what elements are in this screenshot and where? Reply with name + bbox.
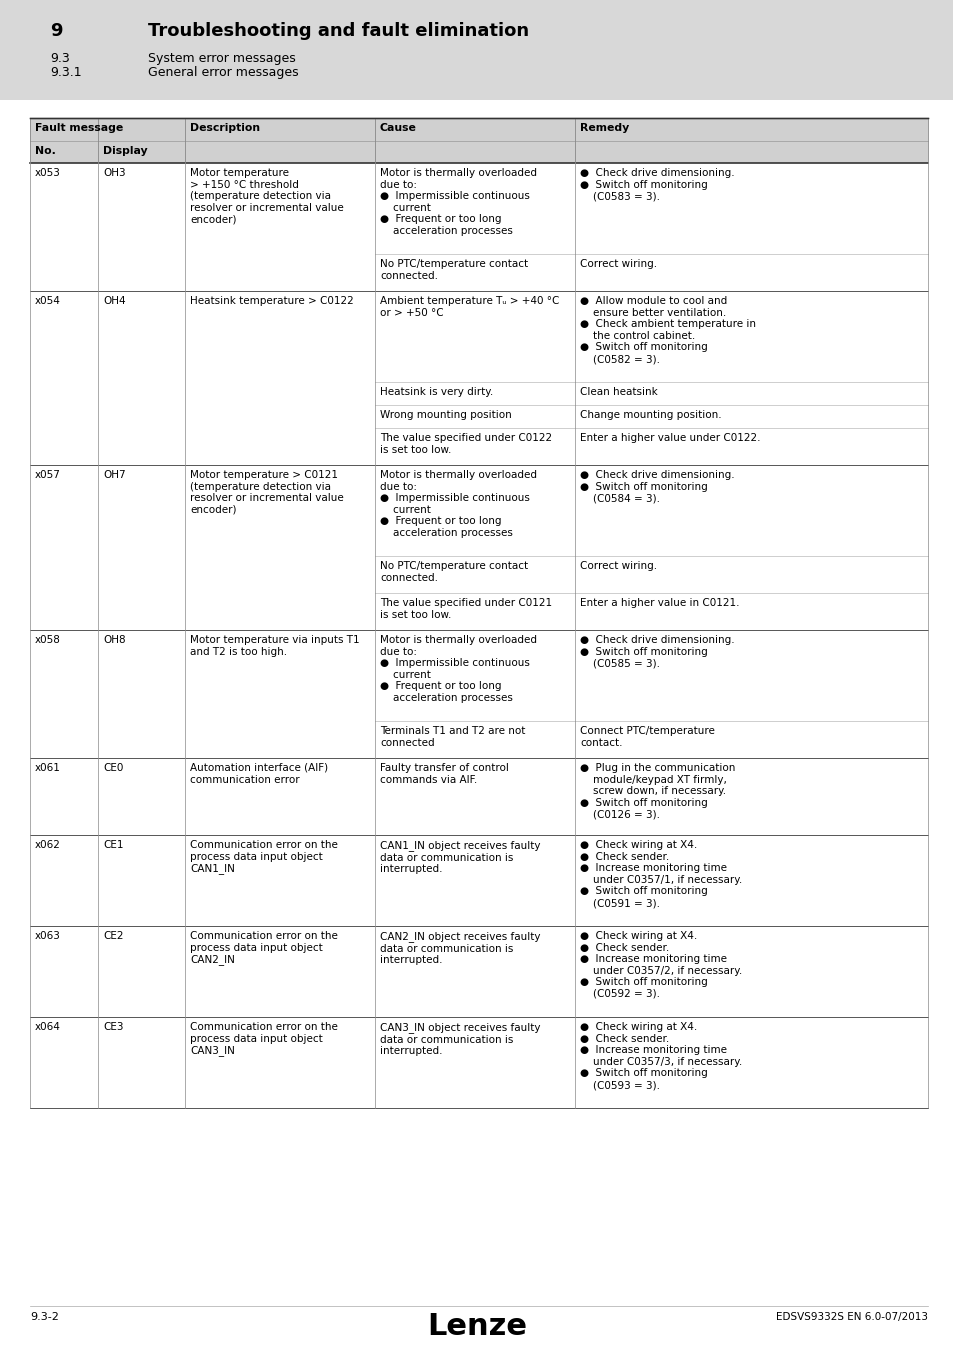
Text: x061: x061	[35, 763, 61, 774]
Bar	[30, 117, 927, 140]
Text: ●  Check wiring at X4.
●  Check sender.
●  Increase monitoring time
    under C0: ● Check wiring at X4. ● Check sender. ● …	[579, 840, 741, 909]
Bar	[0, 0, 953, 100]
Text: No PTC/temperature contact
connected.: No PTC/temperature contact connected.	[379, 259, 528, 281]
Text: Automation interface (AIF)
communication error: Automation interface (AIF) communication…	[190, 763, 328, 784]
Text: 9.3.1: 9.3.1	[50, 66, 82, 80]
Text: Wrong mounting position: Wrong mounting position	[379, 410, 511, 420]
Text: ●  Check wiring at X4.
●  Check sender.
●  Increase monitoring time
    under C0: ● Check wiring at X4. ● Check sender. ● …	[579, 1022, 741, 1089]
Text: ●  Plug in the communication
    module/keypad XT firmly,
    screw down, if nec: ● Plug in the communication module/keypa…	[579, 763, 735, 819]
Text: x054: x054	[35, 296, 61, 306]
Text: x053: x053	[35, 167, 61, 178]
Text: Cause: Cause	[379, 123, 416, 134]
Text: Fault message: Fault message	[35, 123, 123, 134]
Text: CAN3_IN object receives faulty
data or communication is
interrupted.: CAN3_IN object receives faulty data or c…	[379, 1022, 540, 1056]
Text: The value specified under C0122
is set too low.: The value specified under C0122 is set t…	[379, 433, 552, 455]
Text: EDSVS9332S EN 6.0-07/2013: EDSVS9332S EN 6.0-07/2013	[775, 1312, 927, 1322]
Text: Heatsink temperature > C0122: Heatsink temperature > C0122	[190, 296, 354, 306]
Text: No PTC/temperature contact
connected.: No PTC/temperature contact connected.	[379, 562, 528, 583]
Bar	[30, 630, 927, 757]
Text: OH3: OH3	[103, 167, 126, 178]
Text: CE0: CE0	[103, 763, 123, 774]
Text: x057: x057	[35, 470, 61, 481]
Text: OH4: OH4	[103, 296, 126, 306]
Text: Communication error on the
process data input object
CAN3_IN: Communication error on the process data …	[190, 1022, 337, 1056]
Text: CE2: CE2	[103, 931, 123, 941]
Text: Ambient temperature Tᵤ > +40 °C
or > +50 °C: Ambient temperature Tᵤ > +40 °C or > +50…	[379, 296, 558, 317]
Text: Heatsink is very dirty.: Heatsink is very dirty.	[379, 387, 493, 397]
Text: CE1: CE1	[103, 840, 123, 850]
Text: No.: No.	[35, 146, 56, 157]
Text: Troubleshooting and fault elimination: Troubleshooting and fault elimination	[148, 22, 529, 40]
Text: Communication error on the
process data input object
CAN2_IN: Communication error on the process data …	[190, 931, 337, 965]
Text: ●  Check drive dimensioning.
●  Switch off monitoring
    (C0584 = 3).: ● Check drive dimensioning. ● Switch off…	[579, 470, 734, 504]
Text: Motor is thermally overloaded
due to:
●  Impermissible continuous
    current
● : Motor is thermally overloaded due to: ● …	[379, 634, 537, 703]
Text: x058: x058	[35, 634, 61, 645]
Text: Motor is thermally overloaded
due to:
●  Impermissible continuous
    current
● : Motor is thermally overloaded due to: ● …	[379, 167, 537, 236]
Text: Motor temperature
> +150 °C threshold
(temperature detection via
resolver or inc: Motor temperature > +150 °C threshold (t…	[190, 167, 343, 224]
Bar	[30, 926, 927, 1017]
Text: Enter a higher value under C0122.: Enter a higher value under C0122.	[579, 433, 760, 443]
Text: Enter a higher value in C0121.: Enter a higher value in C0121.	[579, 598, 739, 608]
Text: OH7: OH7	[103, 470, 126, 481]
Bar	[30, 757, 927, 836]
Text: Lenze: Lenze	[427, 1312, 526, 1341]
Text: x063: x063	[35, 931, 61, 941]
Bar	[30, 836, 927, 926]
Text: ●  Check wiring at X4.
●  Check sender.
●  Increase monitoring time
    under C0: ● Check wiring at X4. ● Check sender. ● …	[579, 931, 741, 999]
Text: Terminals T1 and T2 are not
connected: Terminals T1 and T2 are not connected	[379, 726, 525, 748]
Text: ●  Allow module to cool and
    ensure better ventilation.
●  Check ambient temp: ● Allow module to cool and ensure better…	[579, 296, 755, 364]
Text: x062: x062	[35, 840, 61, 850]
Text: x064: x064	[35, 1022, 61, 1031]
Text: System error messages: System error messages	[148, 53, 295, 65]
Text: Motor temperature > C0121
(temperature detection via
resolver or incremental val: Motor temperature > C0121 (temperature d…	[190, 470, 343, 514]
Text: ●  Check drive dimensioning.
●  Switch off monitoring
    (C0583 = 3).: ● Check drive dimensioning. ● Switch off…	[579, 167, 734, 201]
Text: CAN1_IN object receives faulty
data or communication is
interrupted.: CAN1_IN object receives faulty data or c…	[379, 840, 540, 873]
Text: Motor temperature via inputs T1
and T2 is too high.: Motor temperature via inputs T1 and T2 i…	[190, 634, 359, 656]
Text: Connect PTC/temperature
contact.: Connect PTC/temperature contact.	[579, 726, 714, 748]
Text: Faulty transfer of control
commands via AIF.: Faulty transfer of control commands via …	[379, 763, 508, 784]
Text: ●  Check drive dimensioning.
●  Switch off monitoring
    (C0585 = 3).: ● Check drive dimensioning. ● Switch off…	[579, 634, 734, 668]
Text: General error messages: General error messages	[148, 66, 298, 80]
Text: Display: Display	[103, 146, 148, 157]
Text: CE3: CE3	[103, 1022, 123, 1031]
Text: Change mounting position.: Change mounting position.	[579, 410, 720, 420]
Text: 9.3: 9.3	[50, 53, 70, 65]
Text: Motor is thermally overloaded
due to:
●  Impermissible continuous
    current
● : Motor is thermally overloaded due to: ● …	[379, 470, 537, 539]
Text: 9.3-2: 9.3-2	[30, 1312, 59, 1322]
Text: Communication error on the
process data input object
CAN1_IN: Communication error on the process data …	[190, 840, 337, 873]
Text: Description: Description	[190, 123, 260, 134]
Bar	[30, 163, 927, 292]
Bar	[30, 464, 927, 630]
Bar	[30, 1017, 927, 1108]
Bar	[30, 140, 927, 163]
Text: Correct wiring.: Correct wiring.	[579, 259, 657, 269]
Bar	[30, 292, 927, 464]
Text: 9: 9	[50, 22, 63, 40]
Text: The value specified under C0121
is set too low.: The value specified under C0121 is set t…	[379, 598, 552, 620]
Text: Correct wiring.: Correct wiring.	[579, 562, 657, 571]
Text: CAN2_IN object receives faulty
data or communication is
interrupted.: CAN2_IN object receives faulty data or c…	[379, 931, 540, 965]
Text: Clean heatsink: Clean heatsink	[579, 387, 657, 397]
Text: Remedy: Remedy	[579, 123, 629, 134]
Text: OH8: OH8	[103, 634, 126, 645]
